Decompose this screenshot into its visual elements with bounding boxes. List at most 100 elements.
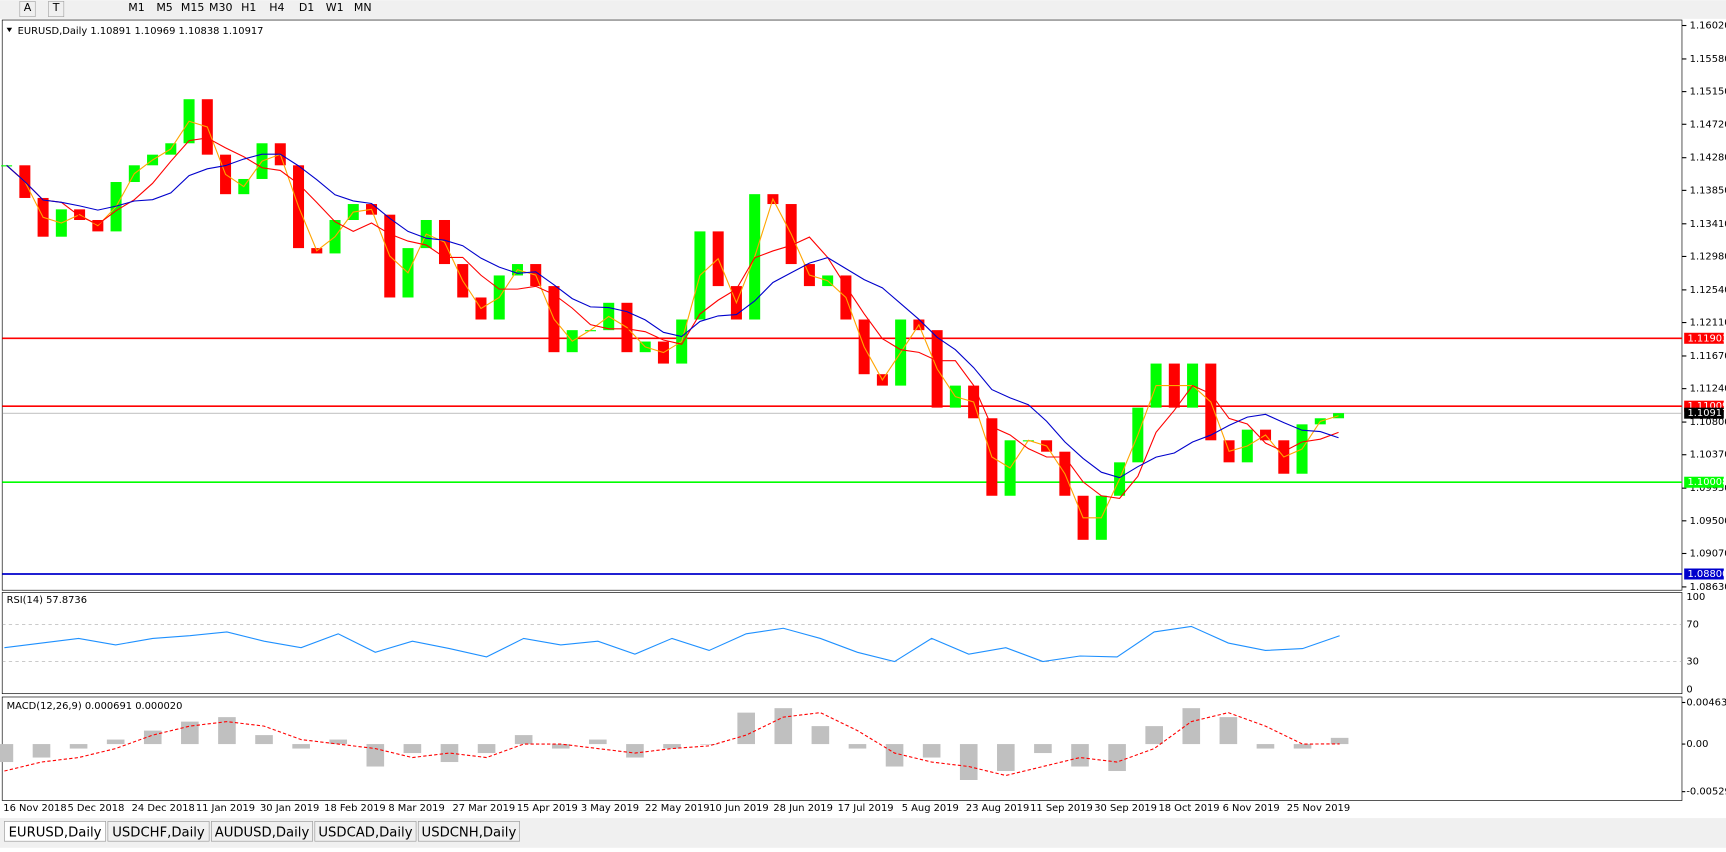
- macd-bar: [69, 744, 88, 749]
- timeframe-button[interactable]: W1: [326, 1, 344, 14]
- tab-label[interactable]: AUDUSD,Daily: [215, 825, 310, 840]
- date-label: 15 Apr 2019: [517, 803, 578, 814]
- current-price-box: [1684, 407, 1724, 419]
- macd-bar: [366, 744, 385, 767]
- tab[interactable]: [4, 821, 107, 842]
- timeframe-button[interactable]: M30: [209, 1, 233, 14]
- macd-bar: [403, 744, 422, 754]
- tool-button[interactable]: [19, 1, 36, 17]
- macd-bar: [997, 744, 1015, 772]
- macd-bar: [1071, 744, 1089, 767]
- macd-bar: [774, 708, 793, 745]
- macd-bar: [292, 744, 310, 749]
- macd-bar: [1219, 717, 1238, 745]
- tool-label: T: [52, 1, 60, 14]
- timeframe-button[interactable]: H1: [241, 1, 256, 14]
- rsi-tick-label: 30: [1686, 657, 1699, 668]
- macd-tick-label: -0.005299: [1686, 787, 1726, 798]
- macd-bar: [329, 739, 348, 745]
- y-tick-label: 1.11670: [1690, 351, 1726, 362]
- macd-header: MACD(12,26,9) 0.000691 0.000020: [7, 701, 183, 712]
- y-tick-label: 1.12980: [1690, 251, 1726, 262]
- timeframe-button[interactable]: M5: [156, 1, 172, 14]
- rsi-tick-label: 100: [1686, 592, 1705, 603]
- macd-bar: [551, 744, 570, 749]
- tab-label[interactable]: USDCNH,Daily: [422, 825, 517, 840]
- date-label: 10 Jun 2019: [709, 803, 768, 814]
- macd-bar: [218, 717, 236, 745]
- level-label: 1.08800: [1687, 569, 1726, 580]
- tab[interactable]: [314, 821, 417, 842]
- macd-bar: [514, 735, 533, 745]
- date-label: 22 May 2019: [645, 803, 710, 814]
- macd-bar: [1293, 744, 1312, 749]
- date-label: 18 Oct 2019: [1158, 803, 1219, 814]
- macd-bar: [1256, 744, 1275, 749]
- y-tick-label: 1.10800: [1690, 417, 1726, 428]
- macd-bar: [663, 744, 681, 749]
- macd-bar: [181, 721, 199, 745]
- y-tick-label: 1.12540: [1690, 285, 1726, 296]
- macd-bar: [885, 744, 904, 767]
- rsi-line: [4, 625, 1340, 663]
- date-label: 30 Jan 2019: [260, 803, 319, 814]
- tab-label[interactable]: USDCHF,Daily: [112, 825, 205, 840]
- timeframe-button[interactable]: D1: [299, 1, 314, 14]
- chart-window: [0, 18, 1726, 819]
- y-tick-label: 1.14280: [1690, 153, 1726, 164]
- macd-bar: [589, 739, 607, 745]
- date-label: 17 Jul 2019: [838, 803, 894, 814]
- moving-average: [6, 153, 1339, 479]
- tab[interactable]: [107, 821, 210, 842]
- macd-tick-label: 0.00463: [1686, 697, 1726, 708]
- macd-bar: [922, 744, 941, 758]
- rsi-tick-label: 70: [1686, 620, 1699, 631]
- date-label: 3 May 2019: [581, 803, 639, 814]
- level-box: [1684, 568, 1724, 580]
- date-label: 23 Aug 2019: [966, 803, 1029, 814]
- tool-button[interactable]: [48, 1, 65, 17]
- timeframe-button[interactable]: H4: [269, 1, 284, 14]
- main-pane: [1, 19, 1683, 591]
- current-price-label: 1.10917: [1687, 408, 1726, 419]
- tab-label[interactable]: EURUSD,Daily: [9, 825, 102, 840]
- tab[interactable]: [417, 821, 520, 842]
- macd-bar: [1330, 737, 1349, 745]
- y-tick-label: 1.09930: [1690, 483, 1726, 494]
- y-tick-label: 1.15150: [1690, 87, 1726, 98]
- level-box: [1684, 332, 1724, 344]
- tab[interactable]: [211, 821, 313, 842]
- level-box: [1684, 400, 1724, 412]
- y-tick-label: 1.11240: [1690, 384, 1726, 395]
- date-label: 5 Aug 2019: [902, 803, 959, 814]
- moving-average: [6, 137, 1339, 500]
- tab-label[interactable]: USDCAD,Daily: [318, 825, 412, 840]
- macd-bar: [1034, 744, 1052, 754]
- timeframe-button[interactable]: MN: [354, 1, 372, 14]
- rsi-header: RSI(14) 57.8736: [7, 595, 87, 606]
- y-tick-label: 1.15580: [1690, 54, 1726, 65]
- date-label: 18 Feb 2019: [324, 803, 386, 814]
- timeframe-button[interactable]: M1: [128, 1, 144, 14]
- y-tick-label: 1.13850: [1690, 185, 1726, 196]
- macd-bar: [1108, 744, 1126, 772]
- rsi-tick-label: 0: [1686, 684, 1692, 695]
- level-label: 1.11009: [1687, 401, 1726, 412]
- header-arrow: [6, 27, 13, 33]
- date-label: 25 Nov 2019: [1287, 803, 1350, 814]
- macd-bar: [440, 744, 459, 763]
- date-label: 16 Nov 2018: [3, 803, 66, 814]
- chart-header: EURUSD,Daily 1.10891 1.10969 1.10838 1.1…: [18, 26, 264, 37]
- date-label: 11 Jan 2019: [196, 803, 255, 814]
- macd-bar: [700, 744, 718, 745]
- y-tick-label: 1.09070: [1690, 548, 1726, 559]
- macd-bar: [255, 735, 273, 745]
- macd-signal: [4, 712, 1340, 777]
- macd-bar: [143, 730, 162, 745]
- macd-bar: [811, 726, 830, 745]
- macd-bar: [626, 744, 644, 758]
- timeframe-button[interactable]: M15: [181, 1, 205, 14]
- date-label: 5 Dec 2018: [67, 803, 124, 814]
